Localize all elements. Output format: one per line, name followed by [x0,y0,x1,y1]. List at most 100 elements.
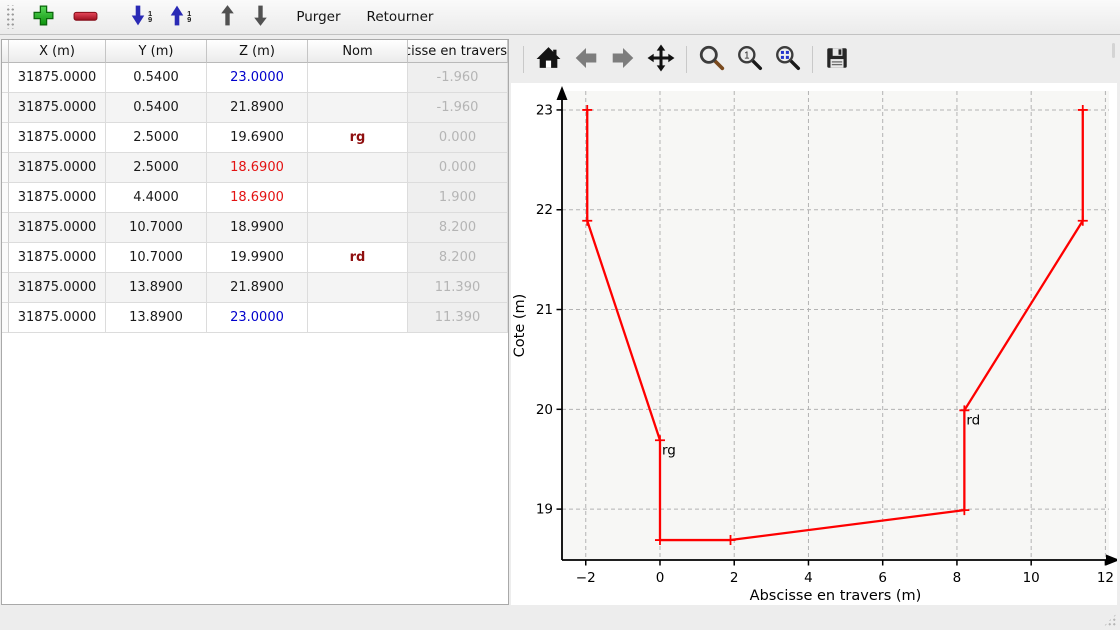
cell-abscisse[interactable]: 1.900 [408,183,508,213]
cell-abscisse[interactable]: 8.200 [408,213,508,243]
row-header [2,63,9,93]
cell-abscisse[interactable]: 0.000 [408,153,508,183]
cell-nom[interactable] [308,183,408,213]
table-row: 31875.0000 2.5000 18.6900 0.000 [2,153,508,183]
cell-z[interactable]: 23.0000 [207,303,308,333]
cell-abscisse[interactable]: -1.960 [408,93,508,123]
cell-x[interactable]: 31875.0000 [9,273,106,303]
zoom-fit-button[interactable] [774,44,801,74]
cell-y[interactable]: 2.5000 [106,123,207,153]
move-row-up-button[interactable] [218,2,237,32]
column-header-y[interactable]: Y (m) [106,40,207,63]
cell-y[interactable]: 0.5400 [106,93,207,123]
cell-z[interactable]: 18.6900 [207,183,308,213]
column-header-x[interactable]: X (m) [9,40,106,63]
cross-section-figure: −2 0 2 4 6 8 10 12 19 20 21 22 23 rg rd Abscisse en tra… [511,83,1120,605]
cell-x[interactable]: 31875.0000 [9,153,106,183]
save-figure-button[interactable] [824,45,850,74]
arrow-down-icon [252,3,269,31]
row-header [2,183,9,213]
cell-x[interactable]: 31875.0000 [9,183,106,213]
table-body: 31875.0000 0.5400 23.0000 -1.960 31875.0000 0… [2,63,508,333]
sort-descending-button[interactable]: 1 9 [167,2,192,32]
purger-button[interactable]: Purger [290,5,346,29]
cell-nom[interactable] [308,303,408,333]
cell-z[interactable]: 23.0000 [207,63,308,93]
svg-text:1: 1 [744,50,749,61]
row-header [2,213,9,243]
add-row-button[interactable] [30,2,57,32]
cell-z[interactable]: 18.9900 [207,213,308,243]
cell-nom[interactable]: rg [308,123,408,153]
column-header-abscisse[interactable]: Abscisse en travers [408,40,508,63]
cell-z[interactable]: 19.6900 [207,123,308,153]
table-row: 31875.0000 10.7000 19.9900 rd 8.200 [2,243,508,273]
zoom-original-button[interactable]: 1 [736,44,763,74]
pan-button[interactable] [647,44,675,75]
splitter-handle[interactable] [1112,43,1115,58]
points-table: X (m) Y (m) Z (m) Nom Abscisse en traver… [1,39,509,605]
home-view-button[interactable] [535,45,562,74]
cell-x[interactable]: 31875.0000 [9,213,106,243]
magnifier-1-icon: 1 [736,44,763,74]
forward-arrow-icon [610,45,636,74]
table-row: 31875.0000 2.5000 19.6900 rg 0.000 [2,123,508,153]
cell-nom[interactable] [308,153,408,183]
cell-y[interactable]: 13.8900 [106,273,207,303]
cell-x[interactable]: 31875.0000 [9,123,106,153]
chart-canvas[interactable]: −2 0 2 4 6 8 10 12 19 20 21 22 23 rg rd Abscisse en tra… [511,83,1120,605]
cell-nom[interactable] [308,213,408,243]
cell-nom[interactable] [308,273,408,303]
plot-toolbar: 1 [523,40,850,78]
cell-z[interactable]: 19.9900 [207,243,308,273]
table-row: 31875.0000 13.8900 23.0000 11.390 [2,303,508,333]
column-header-z[interactable]: Z (m) [207,40,308,63]
cell-abscisse[interactable]: 11.390 [408,303,508,333]
home-icon [535,45,562,74]
cell-abscisse[interactable]: 0.000 [408,123,508,153]
forward-view-button[interactable] [610,45,636,74]
remove-row-button[interactable] [71,2,100,32]
move-row-down-button[interactable] [251,2,270,32]
svg-text:Cote (m): Cote (m) [512,294,528,358]
sort-ascending-button[interactable]: 1 9 [128,2,153,32]
svg-text:22: 22 [536,202,553,218]
svg-text:Abscisse en travers (m): Abscisse en travers (m) [750,588,922,604]
cell-x[interactable]: 31875.0000 [9,93,106,123]
cell-z[interactable]: 21.8900 [207,93,308,123]
cell-nom[interactable]: rd [308,243,408,273]
toolbar-drag-handle[interactable] [5,5,14,29]
zoom-rect-button[interactable] [698,44,725,74]
cell-nom[interactable] [308,63,408,93]
svg-text:19: 19 [536,502,553,518]
cell-abscisse[interactable]: 8.200 [408,243,508,273]
cell-x[interactable]: 31875.0000 [9,63,106,93]
cell-y[interactable]: 10.7000 [106,213,207,243]
cell-y[interactable]: 13.8900 [106,303,207,333]
svg-text:21: 21 [536,302,553,318]
cell-abscisse[interactable]: -1.960 [408,63,508,93]
cell-y[interactable]: 0.5400 [106,63,207,93]
magnifier-fit-icon [774,44,801,74]
cell-z[interactable]: 18.6900 [207,153,308,183]
column-header-nom[interactable]: Nom [308,40,408,63]
cell-y[interactable]: 10.7000 [106,243,207,273]
svg-text:6: 6 [878,570,887,586]
cell-nom[interactable] [308,93,408,123]
plus-icon [31,3,56,31]
cell-y[interactable]: 2.5000 [106,153,207,183]
svg-text:0: 0 [656,570,665,586]
cell-x[interactable]: 31875.0000 [9,243,106,273]
retourner-button[interactable]: Retourner [361,5,440,29]
resize-grip-icon[interactable] [1103,613,1117,627]
table-row: 31875.0000 0.5400 23.0000 -1.960 [2,63,508,93]
cell-y[interactable]: 4.4000 [106,183,207,213]
cell-abscisse[interactable]: 11.390 [408,273,508,303]
cell-x[interactable]: 31875.0000 [9,303,106,333]
cell-z[interactable]: 21.8900 [207,273,308,303]
back-view-button[interactable] [573,45,599,74]
sort-ascending-icon [129,3,147,31]
row-header [2,93,9,123]
toolbar-separator [523,45,524,73]
row-header [2,303,9,333]
